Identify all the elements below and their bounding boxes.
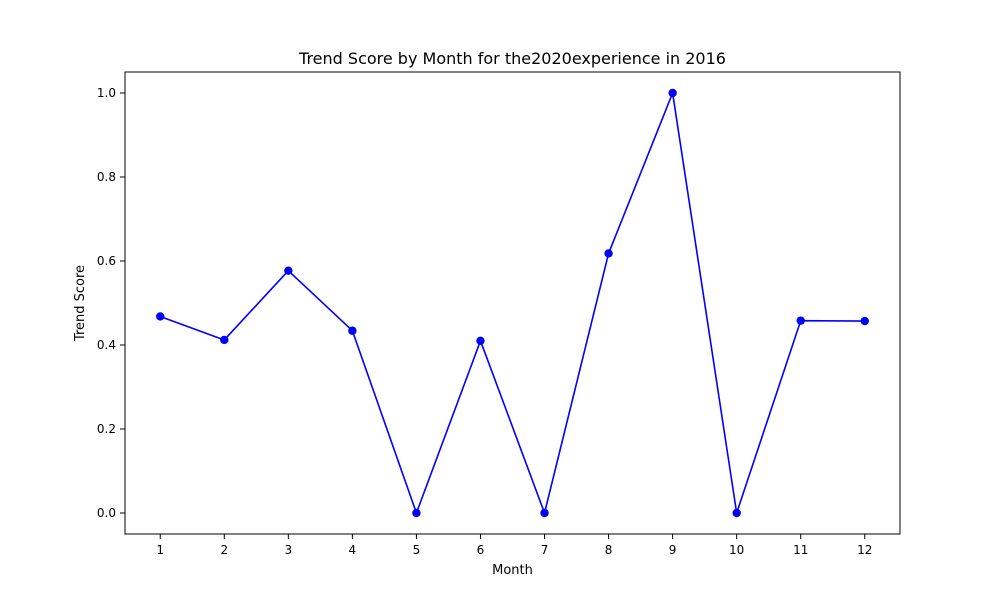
y-tick-label: 0.4 [97, 338, 116, 352]
x-tick-label: 5 [413, 543, 421, 557]
data-point [860, 316, 869, 326]
x-tick-label: 4 [349, 543, 357, 557]
x-tick-label: 10 [729, 543, 744, 557]
chart-title: Trend Score by Month for the2020experien… [298, 49, 726, 68]
series-layer [156, 88, 869, 518]
data-point [540, 508, 549, 518]
x-tick-label: 6 [477, 543, 485, 557]
data-point [604, 249, 613, 258]
x-tick-label: 3 [285, 543, 293, 557]
y-tick-label: 0.6 [97, 254, 116, 268]
x-axis-ticks: 1 2 3 4 5 6 7 8 9 10 11 12 [156, 534, 872, 557]
x-tick-label: 9 [669, 543, 677, 557]
series-line [159, 92, 865, 514]
y-tick-label: 0.2 [97, 422, 116, 436]
data-point [412, 508, 421, 518]
x-tick-label: 11 [793, 543, 808, 557]
x-tick-label: 2 [220, 543, 228, 557]
x-tick-label: 7 [541, 543, 549, 557]
y-axis-ticks: 0.0 0.2 0.4 0.6 0.8 1.0 [97, 86, 125, 520]
x-axis-label: Month [492, 563, 533, 578]
data-point [348, 326, 357, 335]
x-tick-label: 1 [156, 543, 164, 557]
y-axis-label: Trend Score [73, 265, 88, 342]
plot-frame [124, 71, 901, 535]
data-point [220, 335, 229, 345]
data-point [156, 312, 165, 321]
y-tick-label: 1.0 [97, 86, 116, 100]
x-tick-label: 12 [857, 543, 872, 557]
data-point [476, 336, 485, 345]
data-point [796, 316, 805, 325]
y-tick-label: 0.0 [97, 506, 116, 520]
data-point [668, 88, 677, 98]
data-point [732, 508, 741, 518]
y-tick-label: 0.8 [97, 170, 116, 184]
data-point [284, 266, 293, 275]
x-tick-label: 8 [605, 543, 613, 557]
